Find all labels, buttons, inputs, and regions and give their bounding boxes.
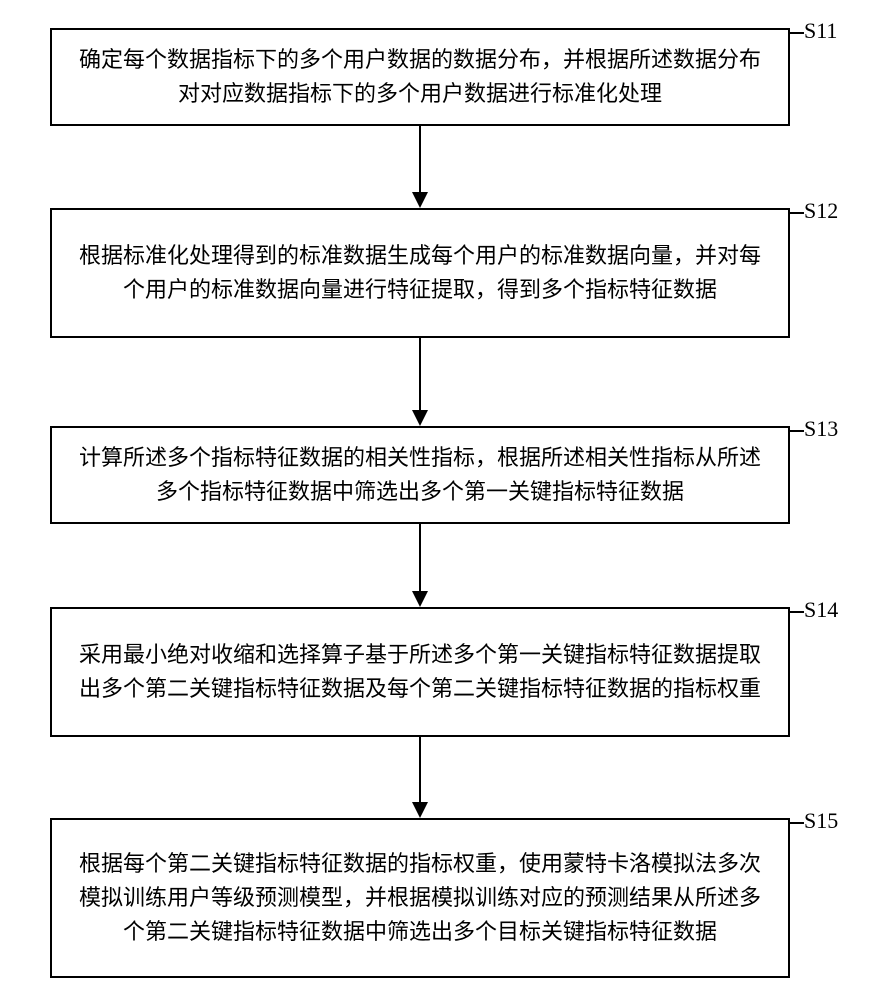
label-connector	[790, 32, 804, 34]
label-connector	[790, 212, 804, 214]
flow-arrow-line	[419, 737, 421, 802]
flow-node-label-s15: S15	[804, 808, 838, 834]
label-connector	[790, 611, 804, 613]
flow-node-s11: 确定每个数据指标下的多个用户数据的数据分布，并根据所述数据分布对对应数据指标下的…	[50, 28, 790, 126]
flow-node-s15: 根据每个第二关键指标特征数据的指标权重，使用蒙特卡洛模拟法多次模拟训练用户等级预…	[50, 818, 790, 978]
flow-node-text: 计算所述多个指标特征数据的相关性指标，根据所述相关性指标从所述多个指标特征数据中…	[70, 441, 770, 509]
label-connector	[790, 822, 804, 824]
flow-arrow-head	[412, 802, 428, 818]
flow-arrow-line	[419, 126, 421, 192]
flow-node-label-s12: S12	[804, 198, 838, 224]
label-connector	[790, 430, 804, 432]
flow-node-text: 根据每个第二关键指标特征数据的指标权重，使用蒙特卡洛模拟法多次模拟训练用户等级预…	[70, 847, 770, 949]
flow-node-s12: 根据标准化处理得到的标准数据生成每个用户的标准数据向量，并对每个用户的标准数据向…	[50, 208, 790, 338]
flow-node-s14: 采用最小绝对收缩和选择算子基于所述多个第一关键指标特征数据提取出多个第二关键指标…	[50, 607, 790, 737]
flow-node-s13: 计算所述多个指标特征数据的相关性指标，根据所述相关性指标从所述多个指标特征数据中…	[50, 426, 790, 524]
flow-node-label-s14: S14	[804, 597, 838, 623]
flow-node-text: 采用最小绝对收缩和选择算子基于所述多个第一关键指标特征数据提取出多个第二关键指标…	[70, 638, 770, 706]
flow-arrow-line	[419, 524, 421, 591]
flow-node-text: 根据标准化处理得到的标准数据生成每个用户的标准数据向量，并对每个用户的标准数据向…	[70, 239, 770, 307]
flow-node-label-s13: S13	[804, 416, 838, 442]
flow-arrow-head	[412, 591, 428, 607]
flow-node-label-s11: S11	[804, 18, 837, 44]
flow-arrow-line	[419, 338, 421, 410]
flowchart-canvas: 确定每个数据指标下的多个用户数据的数据分布，并根据所述数据分布对对应数据指标下的…	[0, 0, 870, 1000]
flow-arrow-head	[412, 192, 428, 208]
flow-node-text: 确定每个数据指标下的多个用户数据的数据分布，并根据所述数据分布对对应数据指标下的…	[70, 43, 770, 111]
flow-arrow-head	[412, 410, 428, 426]
